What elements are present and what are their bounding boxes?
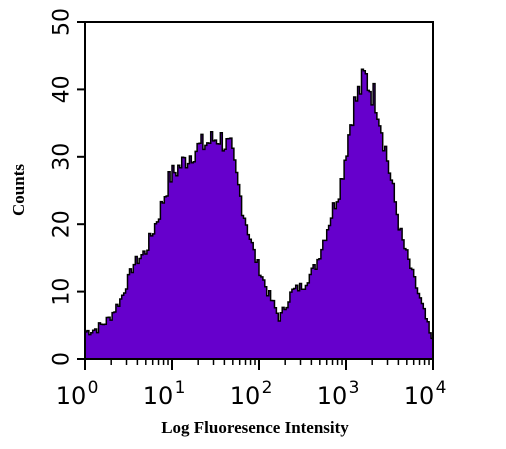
x-tick-exponent: 0	[88, 378, 99, 398]
y-axis-ticks: 0 10 20 30 40 50	[50, 8, 85, 366]
x-tick-label: 10	[143, 382, 174, 410]
x-axis-ticks: 10 0 10 1 10 2 10 3 10 4	[56, 359, 447, 410]
x-tick-label: 10	[230, 382, 261, 410]
y-tick-label: 0	[50, 352, 75, 366]
x-tick-exponent: 4	[436, 378, 447, 398]
y-tick-label: 30	[50, 143, 75, 171]
x-tick-label: 10	[317, 382, 348, 410]
y-tick-label: 40	[50, 75, 75, 103]
x-axis-label: Log Fluoresence Intensity	[161, 418, 349, 437]
x-tick-label: 10	[404, 382, 435, 410]
y-axis-label: Counts	[9, 164, 28, 216]
y-tick-label: 10	[50, 278, 75, 306]
x-tick-exponent: 2	[262, 378, 273, 398]
histogram-area	[84, 68, 434, 360]
x-tick-exponent: 3	[349, 378, 360, 398]
y-tick-label: 50	[50, 8, 75, 36]
y-tick-label: 20	[50, 210, 75, 238]
x-tick-exponent: 1	[175, 378, 186, 398]
x-tick-label: 10	[56, 382, 87, 410]
